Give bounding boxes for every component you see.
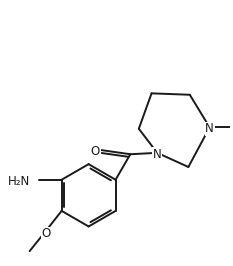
Text: O: O [41, 227, 51, 240]
Text: O: O [91, 145, 100, 158]
Text: H₂N: H₂N [8, 175, 31, 188]
Text: N: N [205, 122, 214, 135]
Text: N: N [153, 148, 162, 161]
